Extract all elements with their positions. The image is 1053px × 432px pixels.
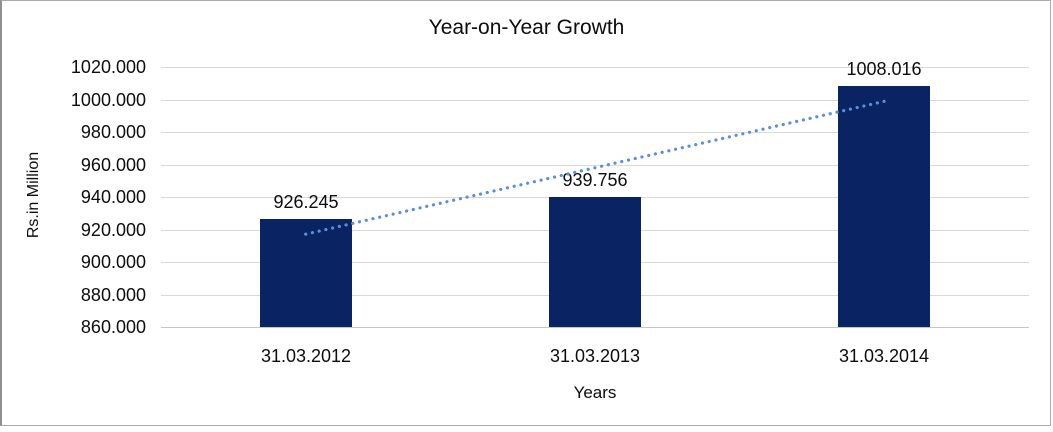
x-tick-label: 31.03.2014 xyxy=(838,346,930,366)
gridline xyxy=(161,67,1029,68)
x-tick-label: 31.03.2013 xyxy=(549,346,641,366)
gridline xyxy=(161,132,1029,133)
trendline[interactable] xyxy=(304,99,886,236)
bar[interactable] xyxy=(838,86,930,327)
bar-data-label: 1008.016 xyxy=(846,59,922,79)
gridline xyxy=(161,327,1029,328)
x-axis-title: Years xyxy=(573,383,617,402)
y-tick-label: 960.000 xyxy=(80,155,146,175)
y-tick-label: 880.000 xyxy=(80,285,146,305)
y-tick-label: 940.000 xyxy=(80,187,146,207)
chart-title: Year-on-Year Growth xyxy=(428,16,625,39)
x-tick-label: 31.03.2012 xyxy=(260,346,352,366)
y-tick-label: 900.000 xyxy=(80,252,146,272)
y-tick-label: 920.000 xyxy=(80,220,146,240)
trendline-layer xyxy=(304,99,886,236)
bar[interactable] xyxy=(260,219,352,327)
bar[interactable] xyxy=(549,197,641,327)
bar-data-label: 939.756 xyxy=(562,170,628,190)
y-tick-label: 1000.000 xyxy=(70,90,146,110)
y-tick-label: 860.000 xyxy=(80,317,146,337)
bar-data-label: 926.245 xyxy=(273,192,339,212)
gridline xyxy=(161,165,1029,166)
y-tick-label: 980.000 xyxy=(80,122,146,142)
gridline xyxy=(161,100,1029,101)
y-tick-label: 1020.000 xyxy=(70,57,146,77)
